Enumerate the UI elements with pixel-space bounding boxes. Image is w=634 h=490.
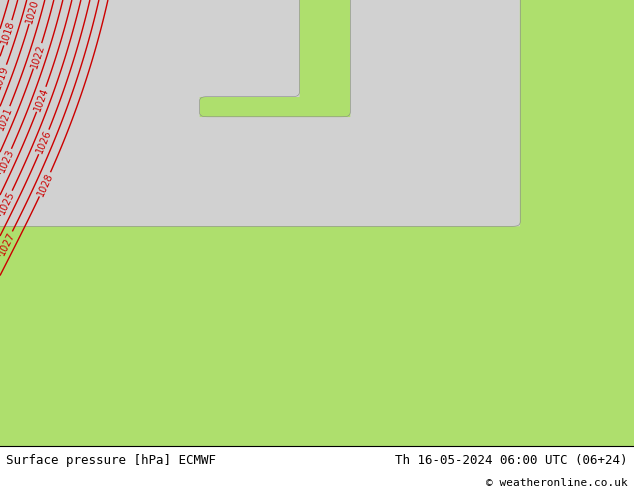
Text: 1024: 1024 bbox=[32, 86, 50, 113]
Text: 1025: 1025 bbox=[0, 190, 16, 216]
Text: Surface pressure [hPa] ECMWF: Surface pressure [hPa] ECMWF bbox=[6, 454, 216, 466]
Text: 1019: 1019 bbox=[0, 64, 11, 90]
Text: 1028: 1028 bbox=[36, 171, 55, 197]
Text: 1018: 1018 bbox=[0, 20, 16, 46]
Text: 1026: 1026 bbox=[34, 129, 53, 155]
Text: 1023: 1023 bbox=[0, 147, 16, 174]
Text: © weatheronline.co.uk: © weatheronline.co.uk bbox=[486, 478, 628, 489]
Text: 1021: 1021 bbox=[0, 105, 14, 132]
Text: 1022: 1022 bbox=[29, 43, 46, 69]
Text: 1027: 1027 bbox=[0, 230, 16, 257]
Text: Th 16-05-2024 06:00 UTC (06+24): Th 16-05-2024 06:00 UTC (06+24) bbox=[395, 454, 628, 466]
Text: 1020: 1020 bbox=[25, 0, 41, 24]
